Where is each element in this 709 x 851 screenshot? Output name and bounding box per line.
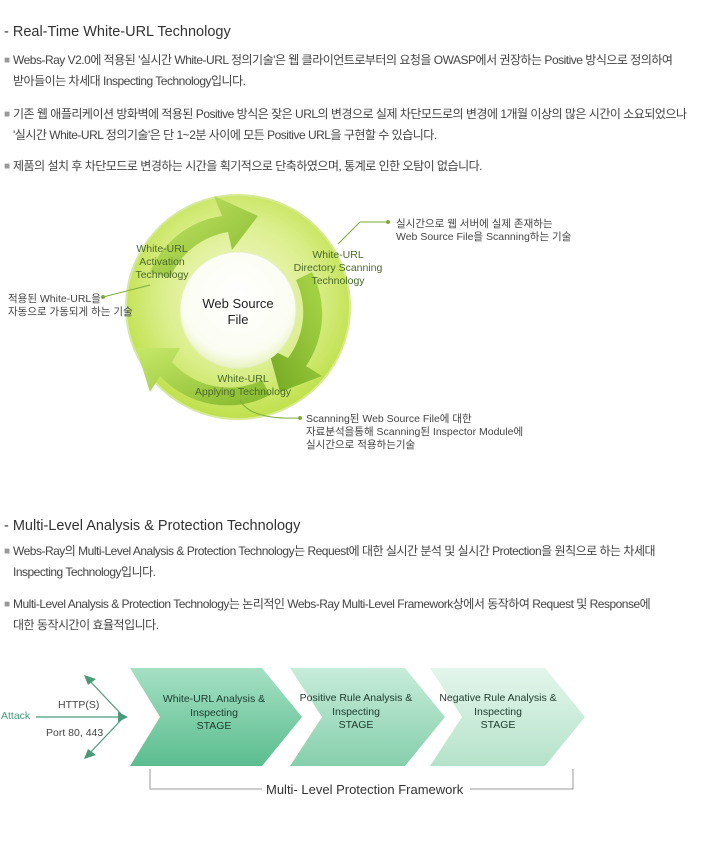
center-label: Web Source File bbox=[188, 296, 288, 328]
note-bottom: Scanning된 Web Source File에 대한 자료분석을통해 Sc… bbox=[306, 413, 523, 452]
bullet-line: '실시간 White-URL 정의기술'은 단 1~2분 사이에 모든 Posi… bbox=[13, 128, 437, 142]
label-line: White-URL bbox=[217, 373, 269, 385]
stage-line: Positive Rule Analysis & bbox=[299, 692, 413, 704]
framework-label: Multi- Level Protection Framework bbox=[266, 782, 464, 797]
arrow-top bbox=[150, 196, 258, 278]
label-line: Technology bbox=[311, 275, 365, 287]
leader-line-top-right bbox=[337, 221, 361, 245]
label-line: White-URL bbox=[312, 249, 364, 261]
stage-line: STAGE bbox=[480, 719, 516, 731]
stage-line: Inspecting bbox=[474, 705, 522, 718]
attack-label: Attack bbox=[1, 710, 31, 722]
stage-line: STAGE bbox=[338, 719, 374, 731]
stage-2-label: Positive Rule Analysis & Inspecting STAG… bbox=[296, 692, 416, 733]
stage-line: STAGE bbox=[196, 720, 232, 732]
arrow-bottom bbox=[136, 348, 270, 406]
label-line: Directory Scanning bbox=[293, 262, 383, 274]
stage-line: Negative Rule Analysis & bbox=[439, 692, 557, 704]
note-line: Scanning된 Web Source File에 대한 bbox=[306, 413, 472, 425]
bullet-mark: ■ bbox=[4, 546, 10, 557]
note-line: 자료분석을통해 Scanning된 Inspector Module에 bbox=[306, 426, 524, 438]
bullet-line: Webs-Ray V2.0에 적용된 '실시간 White-URL 정의기술'은… bbox=[13, 53, 673, 67]
attack-arrowhead-upper bbox=[84, 675, 96, 685]
bullet-mark: ■ bbox=[4, 109, 10, 120]
section2-title: - Multi-Level Analysis & Protection Tech… bbox=[4, 518, 301, 534]
bullet-mark: ■ bbox=[4, 161, 10, 172]
attack-line-upper bbox=[87, 678, 123, 716]
label-line: Activation bbox=[139, 256, 185, 268]
leader-line-bottom bbox=[239, 399, 301, 419]
stage-line: Inspecting bbox=[332, 705, 380, 718]
label-line: Technology bbox=[135, 269, 189, 281]
note-line: 실시간으로 웹 서버에 실제 존재하는 bbox=[396, 218, 553, 230]
stage-2-shape bbox=[290, 668, 445, 766]
leader-dot bbox=[101, 295, 105, 299]
note-top-right: 실시간으로 웹 서버에 실제 존재하는 Web Source File을 Sca… bbox=[396, 218, 571, 244]
stage-line: Inspecting bbox=[190, 706, 238, 719]
bullet-line: 제품의 설치 후 차단모드로 변경하는 시간을 획기적으로 단축하였으며, 통계… bbox=[13, 159, 483, 173]
note-left: 적용된 White-URL을 자동으로 가동되게 하는 기술 bbox=[8, 293, 133, 319]
ports-label: Port 80, 443 bbox=[46, 727, 104, 739]
section2-bullet-2: ■ Multi-Level Analysis & Protection Tech… bbox=[4, 594, 709, 636]
center-label-line: File bbox=[227, 312, 249, 327]
label-line: White-URL bbox=[136, 243, 188, 255]
stage-line: White-URL Analysis & bbox=[162, 693, 266, 705]
framework-bracket bbox=[149, 769, 574, 790]
protocol-label: HTTP(S) bbox=[58, 699, 100, 711]
note-line: Web Source File을 Scanning하는 기술 bbox=[396, 231, 572, 243]
stage-1-label: White-URL Analysis & Inspecting STAGE bbox=[158, 693, 270, 734]
bullet-line: Multi-Level Analysis & Protection Techno… bbox=[13, 597, 651, 611]
attack-arrowhead-main bbox=[118, 712, 128, 722]
bullet-line: 기존 웹 애플리케이션 방화벽에 적용된 Positive 방식은 잦은 URL… bbox=[13, 107, 687, 121]
bullet-line: 받아들이는 차세대 Inspecting Technology입니다. bbox=[13, 74, 246, 88]
leader-dot bbox=[386, 220, 390, 224]
activation-label: White-URL Activation Technology bbox=[112, 243, 212, 282]
flow-diagram bbox=[36, 668, 585, 790]
bullet-line: Inspecting Technology입니다. bbox=[13, 565, 156, 579]
label-line: Applying Technology bbox=[194, 386, 292, 398]
bullet-line: Webs-Ray의 Multi-Level Analysis & Protect… bbox=[13, 544, 656, 558]
leader-dot bbox=[298, 416, 302, 420]
bullet-mark: ■ bbox=[4, 55, 10, 66]
section1-title: - Real-Time White-URL Technology bbox=[4, 24, 231, 40]
section1-bullet-1: ■ Webs-Ray V2.0에 적용된 '실시간 White-URL 정의기술… bbox=[4, 50, 709, 92]
center-label-line: Web Source bbox=[202, 296, 274, 311]
arrow-right bbox=[268, 272, 323, 392]
section1-bullet-3: ■ 제품의 설치 후 차단모드로 변경하는 시간을 획기적으로 단축하였으며, … bbox=[4, 156, 709, 177]
bullet-mark: ■ bbox=[4, 599, 10, 610]
stage-3-shape bbox=[430, 668, 585, 766]
note-line: 실시간으로 적용하는기술 bbox=[306, 439, 416, 451]
section2-bullet-1: ■ Webs-Ray의 Multi-Level Analysis & Prote… bbox=[4, 541, 709, 583]
attack-arrowhead-lower bbox=[84, 749, 96, 759]
directory-label: White-URL Directory Scanning Technology bbox=[278, 249, 398, 288]
stage-3-label: Negative Rule Analysis & Inspecting STAG… bbox=[436, 692, 560, 733]
attack-line-lower bbox=[87, 718, 123, 756]
note-line: 자동으로 가동되게 하는 기술 bbox=[8, 306, 133, 318]
note-line: 적용된 White-URL을 bbox=[8, 293, 101, 305]
bullet-line: 대한 동작시간이 효율적입니다. bbox=[13, 618, 159, 632]
stage-1-shape bbox=[130, 668, 302, 766]
leader-line-left bbox=[102, 284, 151, 298]
applying-label: White-URL Applying Technology bbox=[173, 373, 313, 399]
center-circle bbox=[179, 251, 297, 369]
section1-bullet-2: ■ 기존 웹 애플리케이션 방화벽에 적용된 Positive 방식은 잦은 U… bbox=[4, 104, 709, 146]
cycle-diagram bbox=[101, 194, 390, 420]
